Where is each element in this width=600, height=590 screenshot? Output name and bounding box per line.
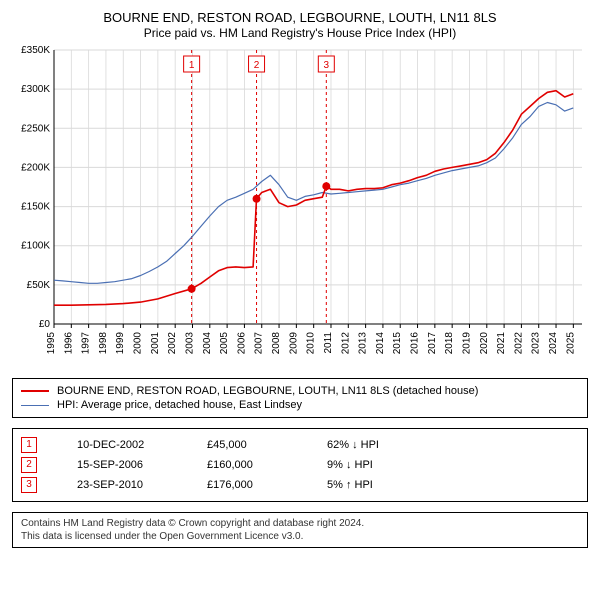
- svg-text:£150K: £150K: [21, 202, 50, 213]
- svg-text:1996: 1996: [63, 332, 74, 355]
- marker-price: £160,000: [207, 459, 287, 471]
- svg-text:2020: 2020: [479, 332, 490, 355]
- svg-text:2011: 2011: [323, 332, 334, 354]
- svg-text:2017: 2017: [427, 332, 438, 355]
- footer-box: Contains HM Land Registry data © Crown c…: [12, 512, 588, 548]
- svg-text:2000: 2000: [133, 332, 144, 355]
- footer-line-1: Contains HM Land Registry data © Crown c…: [21, 517, 579, 530]
- svg-text:2: 2: [254, 60, 260, 71]
- chart-area: £0 £50K £100K £150K £200K £250K £300K £350K 1995…: [12, 46, 588, 366]
- svg-text:2012: 2012: [340, 332, 351, 355]
- markers-box: 1 10-DEC-2002 £45,000 62% ↓ HPI 2 15-SEP-2006…: [12, 428, 588, 502]
- legend-swatch: [21, 405, 49, 406]
- svg-text:2018: 2018: [444, 332, 455, 355]
- svg-text:2019: 2019: [461, 332, 472, 355]
- svg-text:2025: 2025: [565, 332, 576, 355]
- svg-text:2021: 2021: [496, 332, 507, 355]
- marker-date: 23-SEP-2010: [77, 479, 167, 491]
- svg-text:2013: 2013: [358, 332, 369, 355]
- svg-text:2014: 2014: [375, 332, 386, 355]
- svg-text:2003: 2003: [184, 332, 195, 355]
- svg-text:1997: 1997: [81, 332, 92, 355]
- svg-text:£50K: £50K: [27, 280, 51, 291]
- svg-text:£250K: £250K: [21, 123, 50, 134]
- svg-text:£0: £0: [39, 319, 51, 330]
- svg-text:1998: 1998: [98, 332, 109, 355]
- marker-row: 1 10-DEC-2002 £45,000 62% ↓ HPI: [21, 437, 579, 453]
- marker-badge: 1: [21, 437, 37, 453]
- legend-row: BOURNE END, RESTON ROAD, LEGBOURNE, LOUT…: [21, 385, 579, 397]
- svg-text:1995: 1995: [46, 332, 57, 355]
- svg-text:2002: 2002: [167, 332, 178, 355]
- line-chart-svg: £0 £50K £100K £150K £200K £250K £300K £350K 1995…: [12, 46, 588, 366]
- svg-text:2007: 2007: [254, 332, 265, 355]
- marker-delta: 9% ↓ HPI: [327, 459, 417, 471]
- svg-text:3: 3: [324, 60, 330, 71]
- svg-text:2006: 2006: [236, 332, 247, 355]
- svg-text:2023: 2023: [531, 332, 542, 355]
- marker-price: £176,000: [207, 479, 287, 491]
- chart-container: BOURNE END, RESTON ROAD, LEGBOURNE, LOUT…: [0, 0, 600, 590]
- chart-title: BOURNE END, RESTON ROAD, LEGBOURNE, LOUT…: [12, 10, 588, 25]
- legend-label: HPI: Average price, detached house, East…: [57, 399, 302, 411]
- svg-text:2010: 2010: [306, 332, 317, 355]
- svg-text:2004: 2004: [202, 332, 213, 355]
- svg-text:£300K: £300K: [21, 84, 50, 95]
- svg-text:£200K: £200K: [21, 162, 50, 173]
- marker-badge: 2: [21, 457, 37, 473]
- marker-row: 2 15-SEP-2006 £160,000 9% ↓ HPI: [21, 457, 579, 473]
- svg-text:1: 1: [189, 60, 195, 71]
- legend-row: HPI: Average price, detached house, East…: [21, 399, 579, 411]
- marker-date: 10-DEC-2002: [77, 439, 167, 451]
- marker-delta: 62% ↓ HPI: [327, 439, 417, 451]
- marker-delta: 5% ↑ HPI: [327, 479, 417, 491]
- marker-row: 3 23-SEP-2010 £176,000 5% ↑ HPI: [21, 477, 579, 493]
- svg-text:£350K: £350K: [21, 46, 50, 56]
- svg-text:2008: 2008: [271, 332, 282, 355]
- legend-swatch: [21, 390, 49, 392]
- chart-subtitle: Price paid vs. HM Land Registry's House …: [12, 26, 588, 40]
- svg-text:2015: 2015: [392, 332, 403, 355]
- svg-text:2009: 2009: [288, 332, 299, 355]
- marker-price: £45,000: [207, 439, 287, 451]
- legend-label: BOURNE END, RESTON ROAD, LEGBOURNE, LOUT…: [57, 385, 478, 397]
- marker-date: 15-SEP-2006: [77, 459, 167, 471]
- svg-text:2024: 2024: [548, 332, 559, 355]
- svg-text:2001: 2001: [150, 332, 161, 355]
- marker-badge: 3: [21, 477, 37, 493]
- svg-text:£100K: £100K: [21, 241, 50, 252]
- svg-text:1999: 1999: [115, 332, 126, 355]
- svg-text:2022: 2022: [513, 332, 524, 355]
- svg-text:2005: 2005: [219, 332, 230, 355]
- legend-box: BOURNE END, RESTON ROAD, LEGBOURNE, LOUT…: [12, 378, 588, 418]
- svg-text:2016: 2016: [410, 332, 421, 355]
- footer-line-2: This data is licensed under the Open Gov…: [21, 530, 579, 543]
